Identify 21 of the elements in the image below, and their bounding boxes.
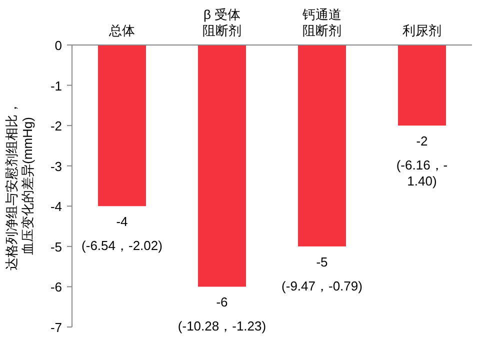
annotation: (-10.28，-1.23) [178,318,266,334]
y-tick-label: -3 [50,158,62,174]
data-label: -5 [316,254,328,270]
y-tick-label: 0 [54,38,62,53]
y-tick-label: -5 [50,239,62,254]
data-label: -2 [416,134,428,149]
annotation: (-6.16，- 1.40) [396,158,448,189]
annotation: (-9.47，-0.79) [282,278,362,294]
y-tick-label: -6 [50,280,62,295]
y-tick-label: -1 [50,78,62,94]
y-tick-label: -4 [50,199,62,214]
x-tick-label: 总体 [108,23,135,38]
y-axis-title: 达格列净组与安慰剂组相比，血压变化的差异(mmHg) [4,102,35,270]
x-tick-label: β 受体阻断剂 [202,7,242,38]
x-tick-label: 钙通道阻断剂 [302,7,342,38]
y-tick-label: -2 [50,118,62,134]
data-label: -6 [216,294,228,310]
x-tick-label: 利尿剂 [402,23,442,38]
y-tick-label: -7 [50,320,62,335]
data-label: -4 [116,214,128,230]
annotation: (-6.54，-2.02) [82,238,162,254]
